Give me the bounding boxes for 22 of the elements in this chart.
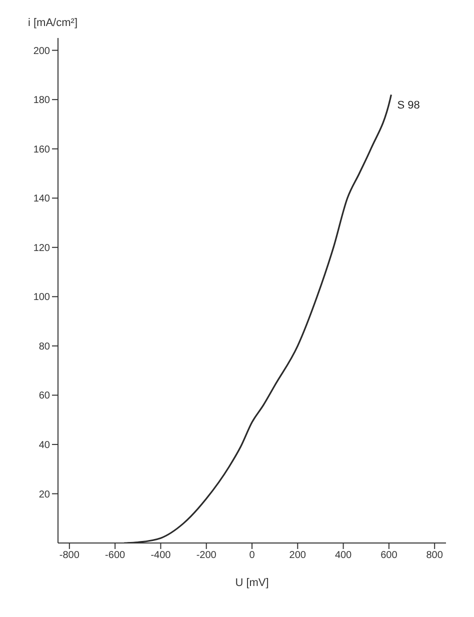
y-tick-label: 120 [33,242,50,254]
y-tick-label: 140 [33,194,50,205]
y-tick-label: 60 [38,390,50,402]
x-tick-label: -400 [150,550,172,562]
x-tick-label: -600 [105,550,126,562]
x-tick-label: 400 [334,550,352,562]
y-tick-label: 180 [33,95,50,106]
x-tick-label: 200 [289,550,306,562]
x-tick-label: -800 [59,550,80,562]
x-tick-label: -200 [196,550,217,562]
y-tick-label: 80 [38,341,50,352]
y-tick-label: 40 [38,440,50,452]
y-tick-label: 200 [33,46,50,57]
x-tick-label: 600 [380,550,398,562]
series-label: S 98 [397,100,420,112]
y-tick-label: 160 [33,144,50,156]
y-axis-title: i [mA/cm²] [28,17,78,29]
x-tick-label: 800 [426,550,444,562]
y-tick-label: 100 [33,292,50,304]
x-axis-title: U [mV] [235,577,269,589]
x-tick-label: 0 [249,550,256,562]
y-tick-label: 20 [38,489,50,500]
